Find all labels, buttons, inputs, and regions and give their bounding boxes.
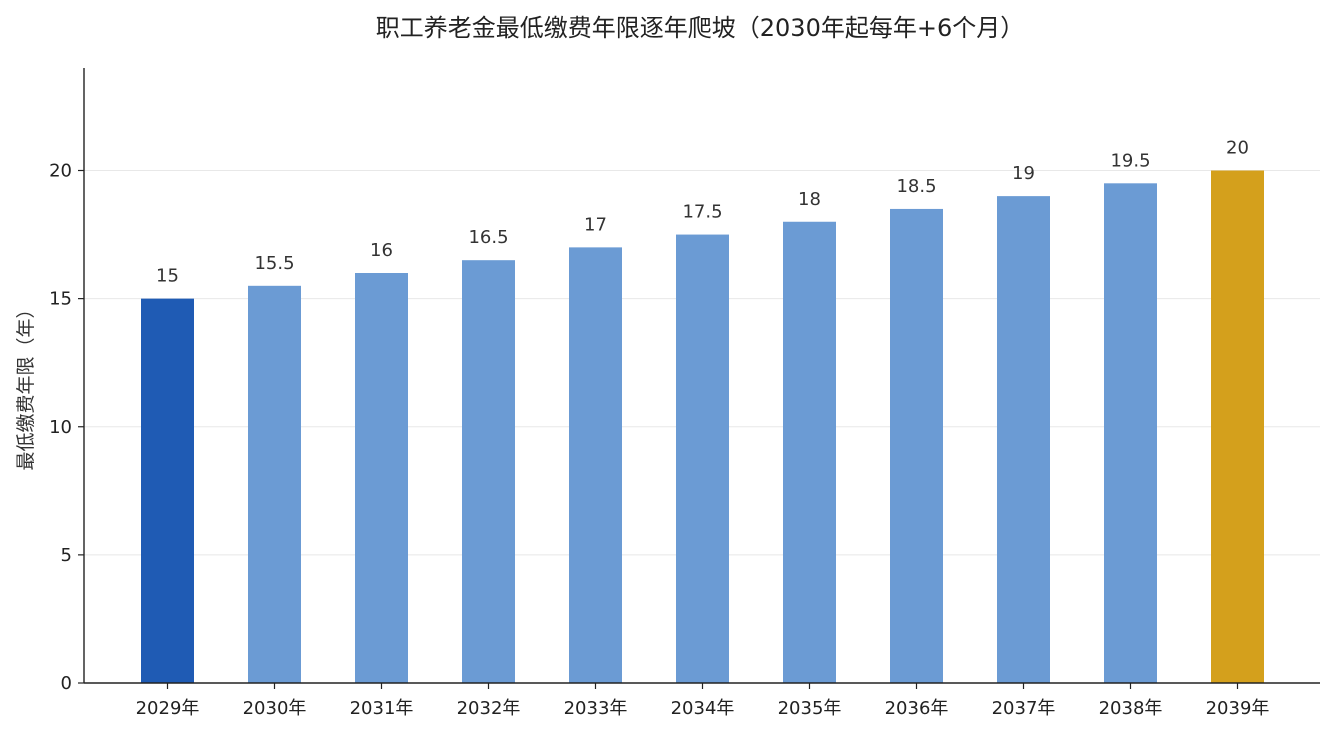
y-tick-label: 15 (49, 289, 72, 310)
data-label: 16.5 (468, 227, 508, 248)
x-tick-label: 2037年 (992, 698, 1056, 719)
bar (1211, 170, 1264, 683)
x-tick-label: 2039年 (1206, 698, 1270, 719)
data-label: 15 (156, 266, 179, 287)
data-label: 16 (370, 240, 393, 261)
y-axis-ticks: 0 5 10 15 20 (49, 161, 84, 694)
bar (997, 196, 1050, 683)
x-axis-ticks: 2029年 2030年 2031年 2032年 2033年 2034年 2035年 2036年… (136, 683, 1270, 719)
data-label: 17.5 (682, 202, 722, 223)
x-tick-label: 2036年 (885, 698, 949, 719)
bar (890, 208, 943, 683)
x-tick-label: 2033年 (564, 698, 628, 719)
y-tick-label: 10 (49, 417, 72, 438)
bar (569, 247, 622, 683)
bar (783, 221, 836, 683)
data-label: 20 (1226, 138, 1249, 159)
data-label: 17 (584, 214, 607, 235)
x-tick-label: 2038年 (1099, 698, 1163, 719)
data-label: 18 (798, 189, 821, 210)
x-tick-label: 2031年 (350, 698, 414, 719)
bars (141, 170, 1264, 683)
data-label: 19 (1012, 163, 1035, 184)
y-tick-label: 0 (61, 673, 72, 694)
data-labels: 15 15.5 16 16.5 17 17.5 18 18.5 19 19.5 20 (156, 138, 1249, 287)
bar (462, 260, 515, 683)
x-tick-label: 2035年 (778, 698, 842, 719)
bar (355, 273, 408, 683)
x-tick-label: 2030年 (243, 698, 307, 719)
bar (1104, 183, 1157, 683)
x-tick-label: 2034年 (671, 698, 735, 719)
y-axis-label: 最低缴费年限（年） (15, 299, 37, 470)
chart-title: 职工养老金最低缴费年限逐年爬坡（2030年起每年+6个月） (376, 14, 1024, 42)
data-label: 19.5 (1110, 150, 1150, 171)
y-tick-label: 5 (61, 545, 72, 566)
data-label: 15.5 (254, 253, 294, 274)
x-tick-label: 2029年 (136, 698, 200, 719)
y-tick-label: 20 (49, 161, 72, 182)
x-tick-label: 2032年 (457, 698, 521, 719)
data-label: 18.5 (896, 176, 936, 197)
bar (676, 234, 729, 683)
bar (141, 298, 194, 683)
bar (248, 285, 301, 683)
